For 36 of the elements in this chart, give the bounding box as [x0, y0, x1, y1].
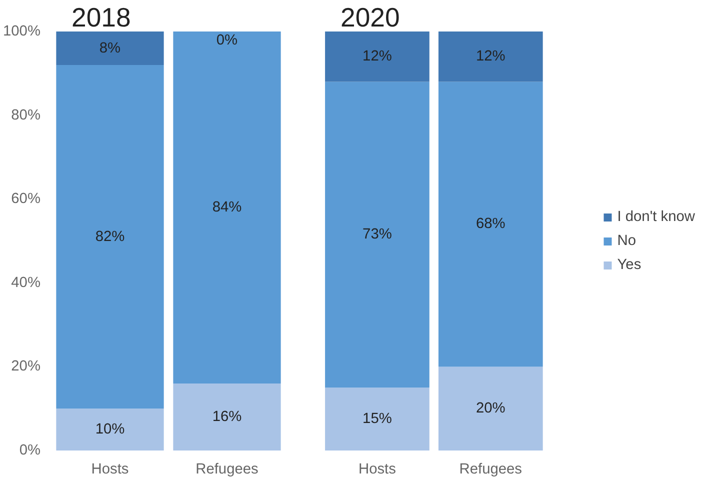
x-tick-label: Hosts: [91, 462, 129, 478]
y-tick-label: 60%: [11, 191, 41, 208]
data-label: 0%: [216, 32, 238, 48]
bar: [325, 82, 430, 388]
x-tick-label: Refugees: [196, 462, 258, 478]
bar: [56, 32, 164, 66]
legend-label: Yes: [617, 256, 642, 272]
bar: [325, 32, 430, 82]
legend-label: No: [617, 232, 637, 248]
y-tick-label: 0%: [19, 442, 41, 458]
data-label: 12%: [476, 48, 506, 65]
bar: [325, 388, 430, 450]
x-tick-label: Refugees: [459, 462, 522, 478]
data-label: 12%: [362, 48, 392, 65]
bar: [438, 366, 543, 450]
data-label: 84%: [212, 199, 242, 216]
data-label: 82%: [95, 228, 125, 245]
bar: [56, 408, 164, 450]
data-label: 20%: [476, 400, 506, 417]
data-label: 10%: [95, 422, 125, 438]
bar: [438, 32, 543, 82]
chart-title: 2020: [340, 2, 400, 32]
y-tick-label: 20%: [11, 358, 41, 375]
chart-title: 2018: [72, 2, 131, 32]
data-label: 15%: [362, 411, 392, 428]
x-tick-label: Hosts: [358, 462, 396, 478]
y-tick-label: 100%: [3, 24, 41, 40]
y-tick-label: 40%: [11, 274, 41, 291]
bar: [173, 383, 281, 450]
data-label: 73%: [362, 226, 392, 243]
data-label: 68%: [476, 216, 506, 232]
data-label: 8%: [99, 40, 121, 56]
legend-label: I don't know: [617, 208, 695, 224]
y-tick-label: 80%: [11, 107, 41, 124]
bar: [438, 82, 543, 367]
data-label: 16%: [212, 408, 242, 425]
